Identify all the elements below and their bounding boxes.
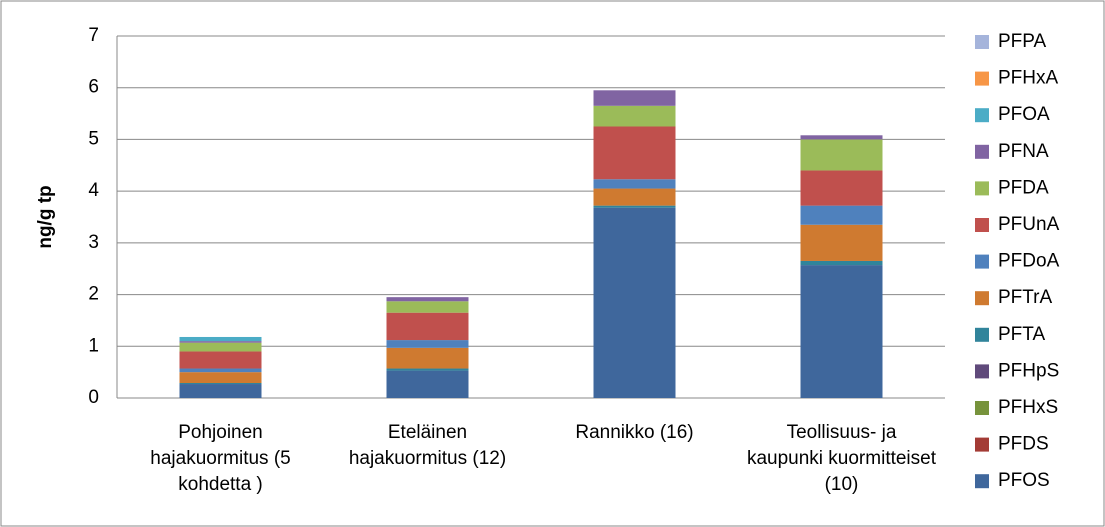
bar-segment xyxy=(179,336,262,342)
bar-segment xyxy=(800,260,883,266)
bar-segment xyxy=(800,139,883,171)
legend-label: PFNA xyxy=(998,141,1049,162)
bar-segment xyxy=(593,179,676,189)
legend-swatch xyxy=(975,254,989,269)
bar-segment xyxy=(593,90,676,106)
bar-segment xyxy=(593,126,676,180)
bar-segment xyxy=(386,347,469,369)
y-tick-label: 6 xyxy=(88,77,99,98)
legend-label: PFPA xyxy=(998,31,1047,52)
legend-swatch xyxy=(975,218,989,232)
legend-swatch xyxy=(975,291,989,306)
bar-segment xyxy=(386,370,469,398)
bar-segment xyxy=(800,265,883,398)
bar-segment xyxy=(386,312,469,341)
bar-segment xyxy=(800,170,883,206)
bar-segment xyxy=(179,383,262,385)
legend-label: PFDS xyxy=(998,434,1049,455)
bar-segment xyxy=(593,188,676,206)
legend-swatch xyxy=(975,437,989,452)
bar-segment xyxy=(800,205,883,225)
y-tick-label: 3 xyxy=(88,232,99,253)
y-tick-label: 4 xyxy=(88,180,99,201)
legend-label: PFOA xyxy=(998,104,1050,125)
legend-swatch xyxy=(975,474,989,489)
legend-swatch xyxy=(975,364,989,379)
bar-segment xyxy=(800,135,883,140)
y-tick-label: 1 xyxy=(88,335,99,356)
y-tick-label: 0 xyxy=(88,387,99,408)
legend-label: PFHxA xyxy=(998,68,1059,89)
x-tick-label: Pohjoinen hajakuormitus (5 kohdetta ) xyxy=(150,422,291,495)
legend-swatch xyxy=(975,401,989,415)
legend-swatch xyxy=(975,144,989,159)
bar-segment xyxy=(179,372,262,384)
bar-segment xyxy=(179,341,262,343)
legend-label: PFTA xyxy=(998,324,1045,345)
bar-segment xyxy=(386,340,469,348)
legend-swatch xyxy=(975,35,989,49)
legend-label: PFDoA xyxy=(998,251,1060,272)
x-tick-label: Teollisuus- ja kaupunki kuormitteiset (1… xyxy=(746,422,937,495)
legend-label: PFTrA xyxy=(998,287,1053,308)
legend-label: PFOS xyxy=(998,470,1050,491)
bar-segment xyxy=(593,207,676,398)
legend-swatch xyxy=(975,327,989,342)
bar-segment xyxy=(179,342,262,352)
y-axis-label: ng/g tp xyxy=(35,185,56,248)
bar-segment xyxy=(179,368,262,373)
legend-swatch xyxy=(975,71,989,86)
bar-segment xyxy=(386,301,469,313)
legend-swatch xyxy=(975,108,989,123)
x-tick-label: Eteläinen hajakuormitus (12) xyxy=(348,422,507,469)
bar-segment xyxy=(179,384,262,398)
y-tick-label: 5 xyxy=(88,128,99,149)
legend-swatch xyxy=(975,181,989,196)
bar-segment xyxy=(593,105,676,127)
bar-segment xyxy=(800,224,883,261)
legend-label: PFUnA xyxy=(998,214,1060,235)
bar-segment xyxy=(179,351,262,369)
bar-segment xyxy=(386,297,469,302)
x-tick-label: Rannikko (16) xyxy=(575,422,694,443)
bar-segment xyxy=(593,205,676,208)
legend-label: PFHxS xyxy=(998,397,1058,418)
y-tick-label: 2 xyxy=(88,284,99,305)
legend-label: PFDA xyxy=(998,177,1049,198)
y-tick-label: 7 xyxy=(88,25,99,46)
legend-label: PFHpS xyxy=(998,360,1059,381)
bar-segment xyxy=(386,368,469,371)
